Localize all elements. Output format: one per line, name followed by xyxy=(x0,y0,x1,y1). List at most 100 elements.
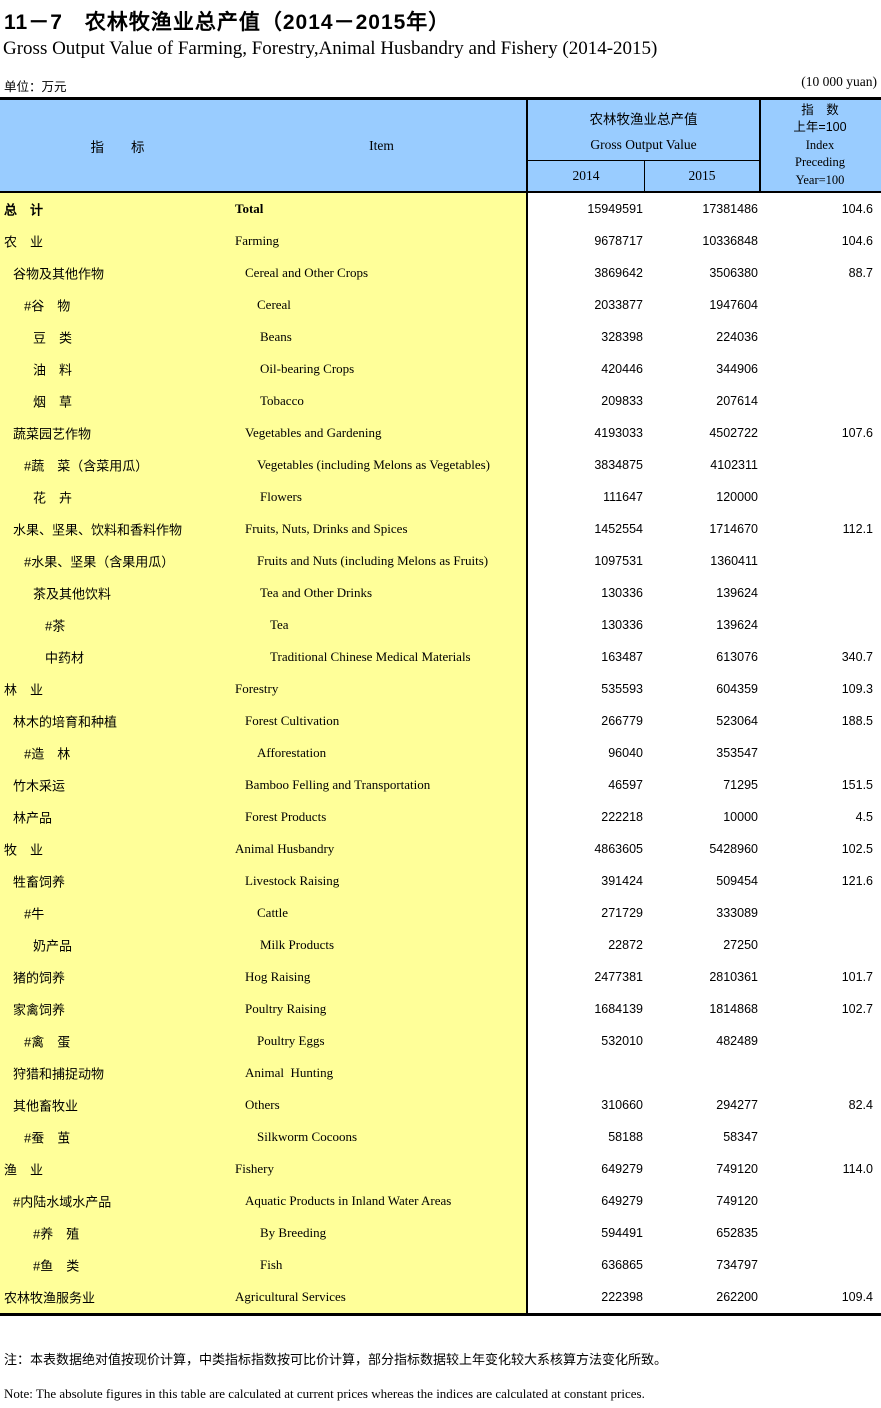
value-2015-cell: 509454 xyxy=(716,874,758,888)
index-value-cell: 102.7 xyxy=(841,1002,873,1016)
indicator-item-header-cell: 指 标 Item xyxy=(0,100,528,191)
value-2014-cell: 271729 xyxy=(601,906,643,920)
table-row: 豆 类 Beans 328398 224036 xyxy=(0,321,881,353)
table-header: 指 标 Item 农林牧渔业总产值 Gross Output Value 201… xyxy=(0,100,881,193)
indicator-label-en: Animal Husbandry xyxy=(235,841,335,856)
table-number-and-title-cn: 11－7 农林牧渔业总产值（2014－2015年） xyxy=(4,11,451,34)
table-row: 奶产品 Milk Products 22872 27250 xyxy=(0,929,881,961)
indicator-label-cn: 林 业 xyxy=(4,682,44,698)
indicator-label-cn: 奶产品 xyxy=(33,938,73,954)
table-row: 林木的培育和种植 Forest Cultivation 266779 52306… xyxy=(0,705,881,737)
value-2014-cell: 3834875 xyxy=(594,458,643,472)
indicator-label-cn: #水果、坚果（含果用瓜） xyxy=(24,554,175,570)
year-header-row: 2014 2015 xyxy=(528,161,759,191)
indicator-label-cn: 农 业 xyxy=(4,234,44,250)
indicator-label-en: Hog Raising xyxy=(245,969,311,984)
table-row: #牛 Cattle 271729 333089 xyxy=(0,897,881,929)
table-row: 蔬菜园艺作物 Vegetables and Gardening 4193033 … xyxy=(0,417,881,449)
gross-output-value-group-header: 农林牧渔业总产值 Gross Output Value 2014 2015 xyxy=(528,100,761,191)
value-2015-cell: 294277 xyxy=(716,1098,758,1112)
indicator-label-en: Total xyxy=(235,201,264,216)
indicator-cell: 油 料 Oil-bearing Crops xyxy=(0,353,528,385)
index-value-cell xyxy=(761,1185,879,1217)
value-2015-cell: 2810361 xyxy=(709,970,758,984)
table-row: 林产品 Forest Products 222218 10000 4.5 xyxy=(0,801,881,833)
indicator-label-cn: 狩猎和捕捉动物 xyxy=(13,1066,105,1082)
indicator-label-en: Vegetables and Gardening xyxy=(245,425,382,440)
table-row: 家禽饲养 Poultry Raising 1684139 1814868 102… xyxy=(0,993,881,1025)
index-value-cell: 114.0 xyxy=(842,1162,873,1176)
indicator-label-en: Fruits, Nuts, Drinks and Spices xyxy=(245,521,408,536)
value-2014-cell: 9678717 xyxy=(594,234,643,248)
value-2015-cell: 120000 xyxy=(716,490,758,504)
value-2015-cell: 17381486 xyxy=(702,202,758,216)
indicator-label-en: Fish xyxy=(260,1257,283,1272)
indicator-cell: 林木的培育和种植 Forest Cultivation xyxy=(0,705,528,737)
indicator-label-cn: #养 殖 xyxy=(33,1226,80,1242)
indicator-cell: 总 计 Total xyxy=(0,193,528,225)
indicator-cell: 花 卉 Flowers xyxy=(0,481,528,513)
index-value-cell: 109.4 xyxy=(841,1290,873,1304)
value-2015-cell: 523064 xyxy=(716,714,758,728)
table-row: 水果、坚果、饮料和香料作物 Fruits, Nuts, Drinks and S… xyxy=(0,513,881,545)
indicator-cell: 林产品 Forest Products xyxy=(0,801,528,833)
value-2015-cell: 1947604 xyxy=(709,298,758,312)
value-2014-cell: 1097531 xyxy=(594,554,643,568)
indicator-cell: #牛 Cattle xyxy=(0,897,528,929)
value-2014-cell: 111647 xyxy=(603,490,643,504)
value-2015-cell: 224036 xyxy=(716,330,758,344)
table-row: #鱼 类 Fish 636865 734797 xyxy=(0,1249,881,1281)
value-2015-cell: 344906 xyxy=(716,362,758,376)
indicator-label-en: Beans xyxy=(260,329,292,344)
value-2014-cell: 420446 xyxy=(601,362,643,376)
indicator-label-cn: 林产品 xyxy=(13,810,53,826)
index-value-cell: 102.5 xyxy=(841,842,873,856)
value-2014-cell: 266779 xyxy=(601,714,643,728)
index-value-cell xyxy=(761,545,879,577)
indicator-label-en: Cattle xyxy=(257,905,289,920)
indicator-cell: 其他畜牧业 Others xyxy=(0,1089,528,1121)
index-value-cell: 188.5 xyxy=(841,714,873,728)
value-2015-cell xyxy=(645,1057,761,1089)
value-2015-cell: 604359 xyxy=(716,682,758,696)
indicator-label-cn: 花 卉 xyxy=(33,490,73,506)
index-value-cell: 151.5 xyxy=(841,778,873,792)
indicator-label-cn: 牲畜饲养 xyxy=(13,874,66,890)
indicator-label-en: Milk Products xyxy=(260,937,335,952)
value-2014-cell: 130336 xyxy=(601,618,643,632)
table-row: 谷物及其他作物 Cereal and Other Crops 3869642 3… xyxy=(0,257,881,289)
table-row: 总 计 Total 15949591 17381486 104.6 xyxy=(0,193,881,225)
indicator-label-en: Poultry Eggs xyxy=(257,1033,325,1048)
indicator-cell: 农 业 Farming xyxy=(0,225,528,257)
value-2015-cell: 613076 xyxy=(716,650,758,664)
value-2015-cell: 652835 xyxy=(716,1226,758,1240)
value-2015-cell: 1360411 xyxy=(710,554,758,568)
item-column-header-en: Item xyxy=(369,137,394,153)
table-row: #内陆水域水产品 Aquatic Products in Inland Wate… xyxy=(0,1185,881,1217)
indicator-label-en: Animal Hunting xyxy=(245,1065,334,1080)
index-value-cell: 104.6 xyxy=(841,202,873,216)
year-2014-header: 2014 xyxy=(528,161,645,191)
table-row: #蔬 菜（含菜用瓜） Vegetables (including Melons … xyxy=(0,449,881,481)
indicator-label-en: Livestock Raising xyxy=(245,873,340,888)
index-header-line-en1: Index xyxy=(805,137,835,152)
value-2015-cell: 3506380 xyxy=(709,266,758,280)
indicator-label-en: Agricultural Services xyxy=(235,1289,346,1304)
value-2014-cell: 532010 xyxy=(601,1034,643,1048)
value-2014-cell xyxy=(528,1057,645,1089)
indicator-cell: 农林牧渔服务业 Agricultural Services xyxy=(0,1281,528,1313)
value-2014-cell: 1452554 xyxy=(594,522,643,536)
indicator-label-en: Forestry xyxy=(235,681,279,696)
value-2015-cell: 353547 xyxy=(716,746,758,760)
indicator-label-cn: 水果、坚果、饮料和香料作物 xyxy=(13,522,183,538)
value-2015-cell: 749120 xyxy=(716,1162,758,1176)
indicator-label-en: Flowers xyxy=(260,489,302,504)
index-value-cell xyxy=(761,737,879,769)
index-value-cell xyxy=(761,1057,879,1089)
value-2014-cell: 130336 xyxy=(601,586,643,600)
table-row: #禽 蛋 Poultry Eggs 532010 482489 xyxy=(0,1025,881,1057)
indicator-cell: 谷物及其他作物 Cereal and Other Crops xyxy=(0,257,528,289)
indicator-label-cn: 总 计 xyxy=(4,202,44,218)
index-value-cell xyxy=(761,897,879,929)
